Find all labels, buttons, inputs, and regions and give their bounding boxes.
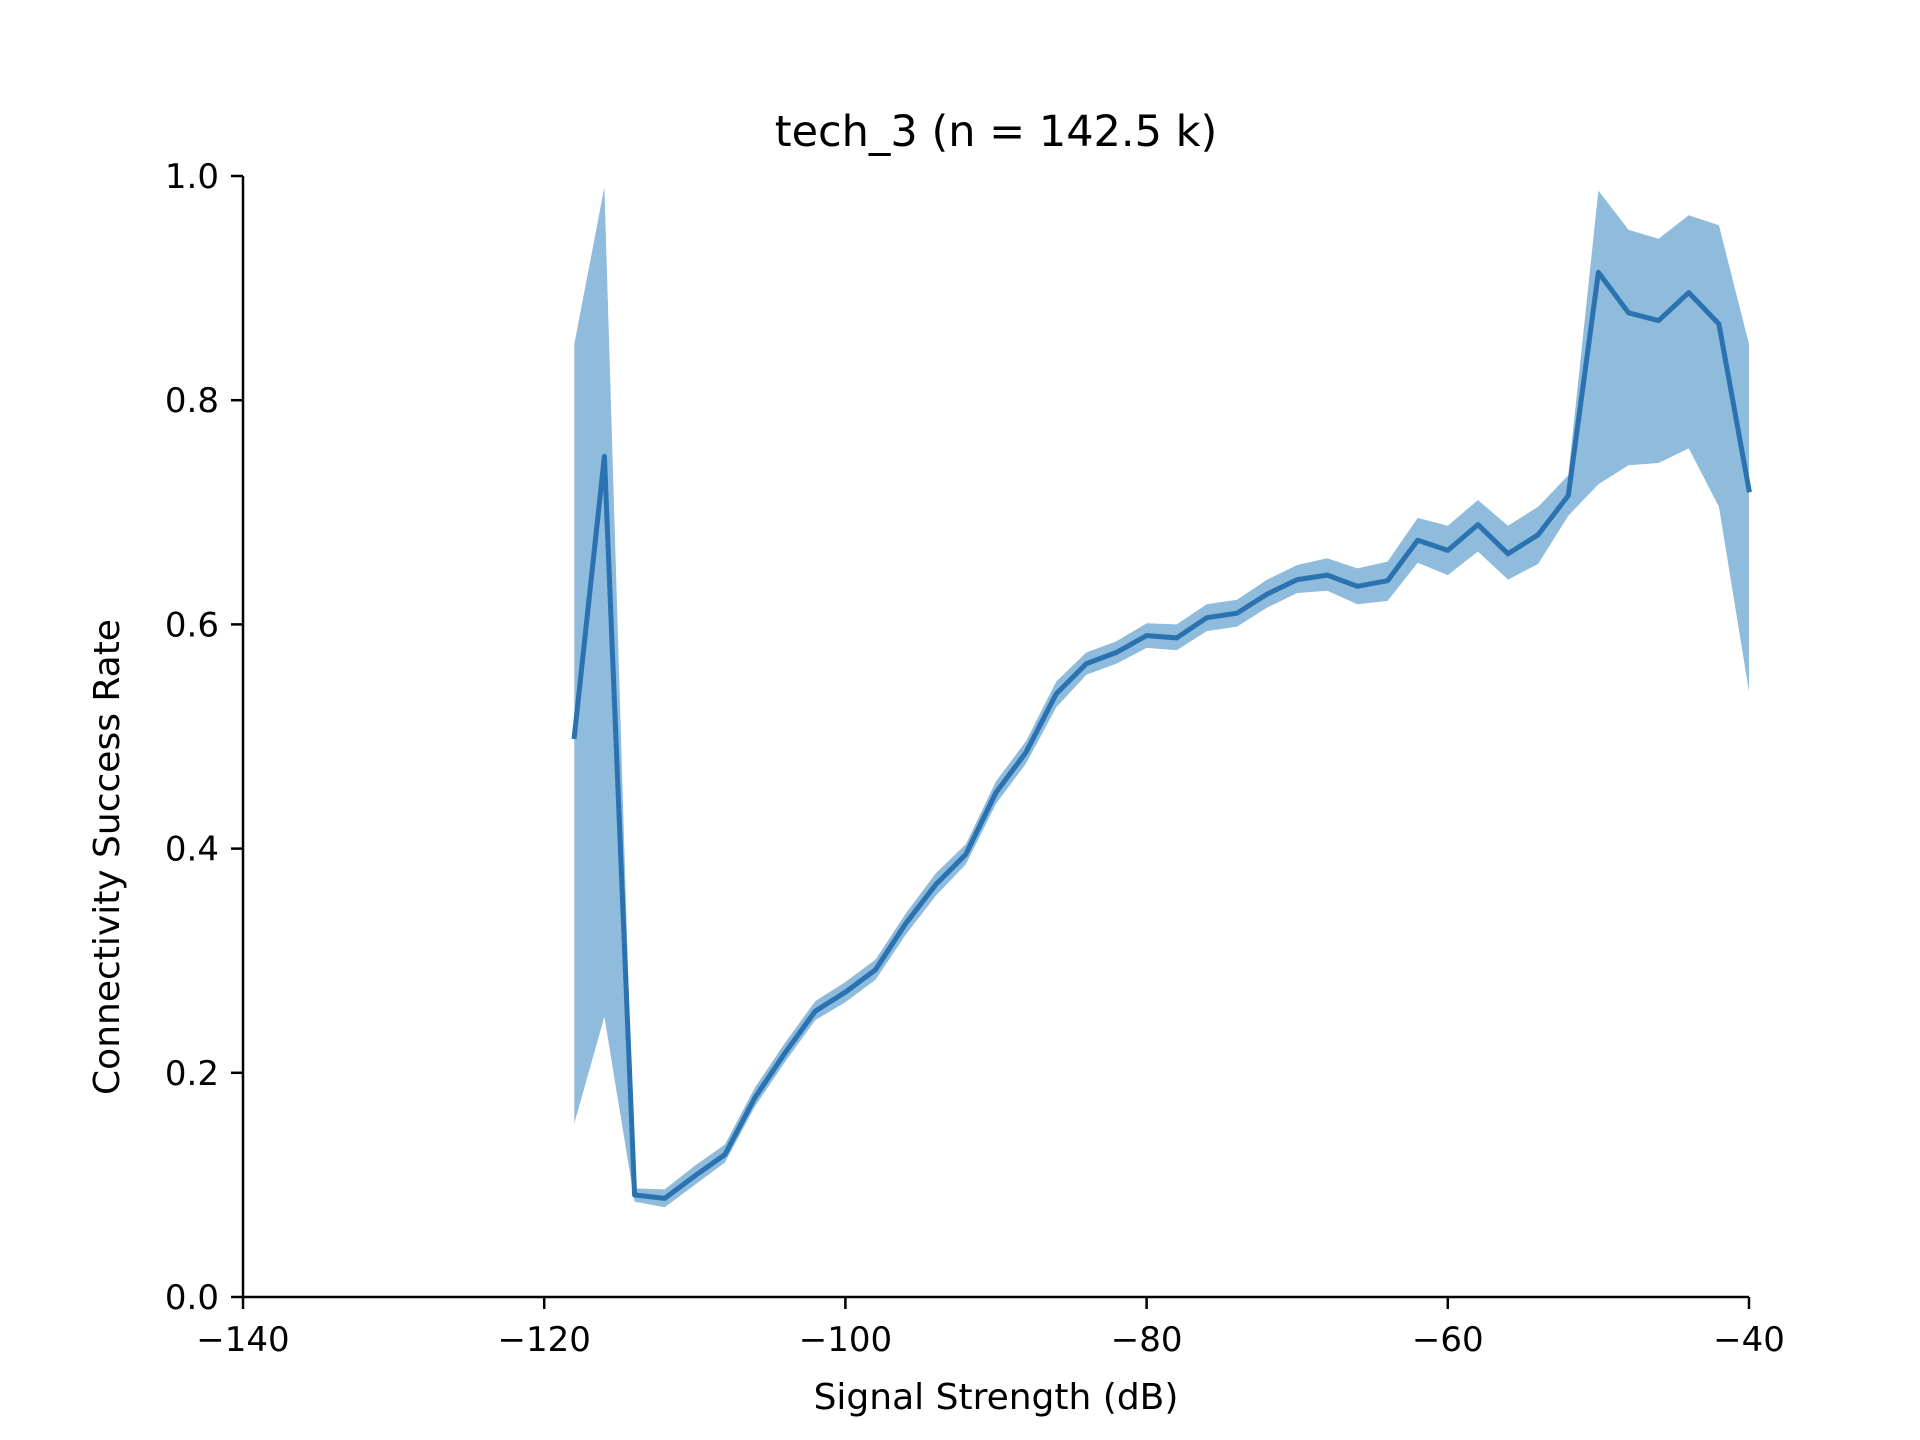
data-point bbox=[1445, 548, 1450, 553]
data-point bbox=[933, 882, 938, 887]
data-point bbox=[1566, 493, 1571, 498]
data-point bbox=[1747, 487, 1752, 492]
data-point bbox=[1265, 592, 1270, 597]
data-point bbox=[783, 1050, 788, 1055]
data-point bbox=[662, 1196, 667, 1201]
data-point bbox=[1024, 750, 1029, 755]
y-tick-label: 0.6 bbox=[165, 605, 219, 645]
data-point bbox=[1174, 635, 1179, 640]
x-tick-label: −80 bbox=[1111, 1320, 1183, 1360]
data-point bbox=[1475, 522, 1480, 527]
data-point bbox=[572, 734, 577, 739]
x-tick-label: −120 bbox=[498, 1320, 591, 1360]
data-point bbox=[1686, 290, 1691, 295]
data-point bbox=[722, 1152, 727, 1157]
data-point bbox=[753, 1095, 758, 1100]
y-tick-label: 0.8 bbox=[165, 381, 219, 421]
data-point bbox=[1204, 615, 1209, 620]
data-point bbox=[1596, 270, 1601, 275]
y-axis-title: Connectivity Success Rate bbox=[87, 619, 128, 1095]
data-point bbox=[1385, 578, 1390, 583]
x-axis-title: Signal Strength (dB) bbox=[814, 1377, 1179, 1418]
data-point bbox=[1054, 691, 1059, 696]
series-line bbox=[571, 269, 1752, 1201]
data-point bbox=[1325, 573, 1330, 578]
x-tick-label: −60 bbox=[1412, 1320, 1484, 1360]
data-point bbox=[843, 990, 848, 995]
y-tick-label: 1.0 bbox=[165, 157, 219, 197]
x-tick-label: −140 bbox=[196, 1320, 289, 1360]
plot-area: −140 −120 −100 −80 −60 −40 0.0 0.2 0.4 0.6 0.8 1.0 bbox=[165, 157, 1785, 1360]
data-point bbox=[1415, 538, 1420, 543]
data-point bbox=[1114, 650, 1119, 655]
y-tick-label: 0.0 bbox=[165, 1278, 219, 1318]
data-point bbox=[1144, 633, 1149, 638]
y-tick-label: 0.4 bbox=[165, 830, 219, 870]
data-point bbox=[1235, 611, 1240, 616]
data-point bbox=[1716, 322, 1721, 327]
data-point bbox=[813, 1009, 818, 1014]
data-point bbox=[1355, 584, 1360, 589]
data-point bbox=[632, 1193, 637, 1198]
x-tick-label: −40 bbox=[1713, 1320, 1785, 1360]
x-tick-label: −100 bbox=[799, 1320, 892, 1360]
data-point bbox=[873, 967, 878, 972]
chart-title: tech_3 (n = 142.5 k) bbox=[775, 107, 1218, 157]
data-point bbox=[1536, 532, 1541, 537]
data-point bbox=[1506, 551, 1511, 556]
data-point bbox=[963, 852, 968, 857]
confidence-band bbox=[574, 187, 1749, 1208]
data-point bbox=[1656, 318, 1661, 323]
y-tick-label: 0.2 bbox=[165, 1054, 219, 1094]
data-point bbox=[1626, 310, 1631, 315]
data-point bbox=[903, 921, 908, 926]
data-point bbox=[1084, 661, 1089, 666]
data-point bbox=[602, 454, 607, 459]
data-point bbox=[1295, 577, 1300, 582]
data-point bbox=[692, 1173, 697, 1178]
data-point bbox=[994, 790, 999, 795]
